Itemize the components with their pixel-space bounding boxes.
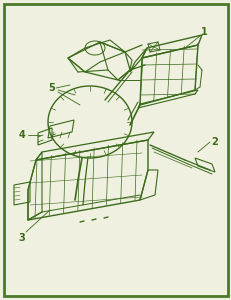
Text: 5: 5 xyxy=(49,83,55,93)
Text: 4: 4 xyxy=(18,130,25,140)
Text: 1: 1 xyxy=(200,27,207,37)
Text: 2: 2 xyxy=(211,137,217,147)
Text: 3: 3 xyxy=(18,233,25,243)
